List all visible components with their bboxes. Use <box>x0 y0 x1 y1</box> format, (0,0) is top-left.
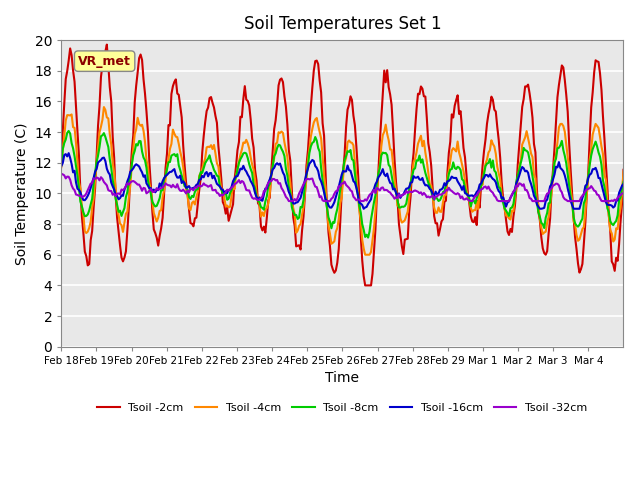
Tsoil -8cm <box>364 235 372 240</box>
Tsoil -32cm <box>617 192 625 198</box>
Line: Tsoil -2cm: Tsoil -2cm <box>61 45 623 286</box>
Tsoil -2cm <box>103 42 111 48</box>
Tsoil -2cm <box>58 150 65 156</box>
Line: Tsoil -32cm: Tsoil -32cm <box>61 174 623 201</box>
Tsoil -32cm <box>620 191 627 196</box>
Tsoil -8cm <box>618 185 626 191</box>
Tsoil -4cm <box>362 252 369 258</box>
Tsoil -32cm <box>94 175 102 181</box>
Tsoil -4cm <box>348 140 356 145</box>
Tsoil -8cm <box>461 185 469 191</box>
Tsoil -8cm <box>58 161 65 167</box>
Tsoil -2cm <box>348 97 356 103</box>
Line: Tsoil -8cm: Tsoil -8cm <box>61 131 623 238</box>
Tsoil -16cm <box>620 181 627 187</box>
Tsoil -2cm <box>461 155 469 160</box>
Tsoil -4cm <box>545 214 552 219</box>
Tsoil -32cm <box>348 189 356 194</box>
Tsoil -8cm <box>348 156 356 162</box>
Tsoil -16cm <box>95 158 103 164</box>
Tsoil -32cm <box>543 191 551 196</box>
Tsoil -16cm <box>78 194 86 200</box>
Tsoil -4cm <box>620 169 627 175</box>
Tsoil -8cm <box>620 179 627 185</box>
Tsoil -16cm <box>545 191 552 196</box>
Tsoil -4cm <box>77 186 84 192</box>
Line: Tsoil -4cm: Tsoil -4cm <box>61 107 623 255</box>
Tsoil -32cm <box>77 193 84 199</box>
Tsoil -2cm <box>77 189 84 195</box>
Tsoil -4cm <box>58 164 65 170</box>
X-axis label: Time: Time <box>325 372 360 385</box>
Tsoil -16cm <box>65 150 72 156</box>
Tsoil -8cm <box>95 144 103 150</box>
Tsoil -16cm <box>58 163 65 169</box>
Tsoil -32cm <box>285 198 292 204</box>
Tsoil -4cm <box>618 189 626 195</box>
Tsoil -32cm <box>460 196 467 202</box>
Tsoil -16cm <box>618 183 626 189</box>
Tsoil -2cm <box>94 123 102 129</box>
Tsoil -16cm <box>461 190 469 196</box>
Tsoil -32cm <box>58 171 65 177</box>
Tsoil -16cm <box>360 206 367 212</box>
Title: Soil Temperatures Set 1: Soil Temperatures Set 1 <box>244 15 441 33</box>
Line: Tsoil -16cm: Tsoil -16cm <box>61 153 623 209</box>
Y-axis label: Soil Temperature (C): Soil Temperature (C) <box>15 122 29 264</box>
Tsoil -4cm <box>100 104 108 110</box>
Text: VR_met: VR_met <box>78 55 131 68</box>
Tsoil -8cm <box>78 204 86 209</box>
Tsoil -4cm <box>94 144 102 150</box>
Tsoil -2cm <box>620 167 627 173</box>
Tsoil -8cm <box>65 128 72 134</box>
Tsoil -2cm <box>545 230 552 236</box>
Tsoil -2cm <box>362 283 369 288</box>
Tsoil -2cm <box>618 201 626 206</box>
Tsoil -16cm <box>348 173 356 179</box>
Tsoil -4cm <box>461 178 469 183</box>
Tsoil -8cm <box>545 201 552 206</box>
Legend: Tsoil -2cm, Tsoil -4cm, Tsoil -8cm, Tsoil -16cm, Tsoil -32cm: Tsoil -2cm, Tsoil -4cm, Tsoil -8cm, Tsoi… <box>93 398 592 417</box>
